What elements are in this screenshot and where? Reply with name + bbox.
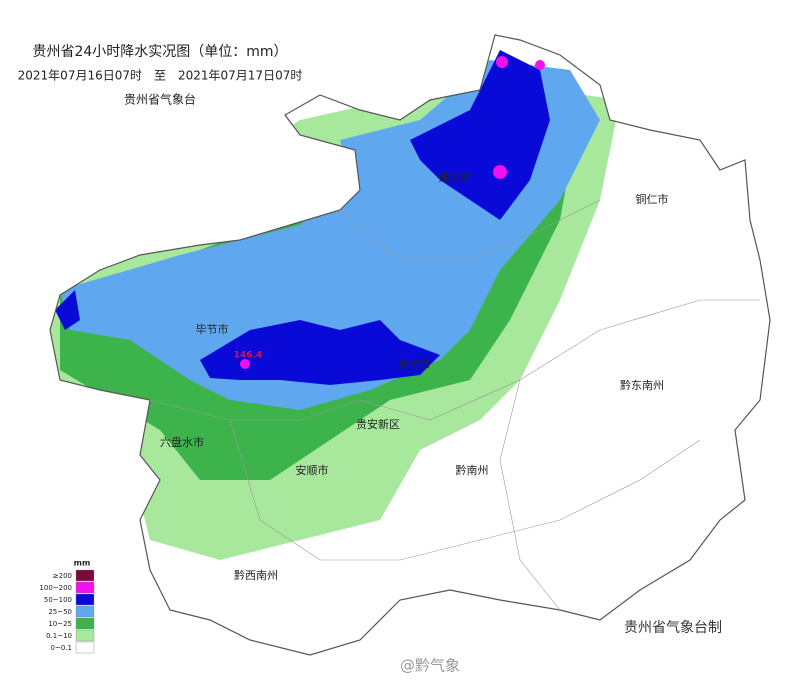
rain-zone xyxy=(240,359,250,369)
legend-swatch xyxy=(75,569,95,582)
legend-label: 100~200 xyxy=(39,584,72,592)
city-label: 安顺市 xyxy=(296,463,329,477)
city-label: 贵阳市 xyxy=(398,357,431,371)
legend-swatch xyxy=(75,581,95,594)
legend-label: ≥200 xyxy=(53,572,72,580)
legend-swatch xyxy=(75,593,95,606)
legend-swatch xyxy=(75,629,95,642)
title: 贵州省24小时降水实况图（单位：mm） xyxy=(32,44,287,60)
city-label: 铜仁市 xyxy=(636,192,669,206)
max-rain-label: 146.4 xyxy=(234,351,262,361)
city-label: 黔东南州 xyxy=(620,378,664,392)
legend-swatch xyxy=(75,641,95,654)
city-label: 毕节市 xyxy=(196,322,229,336)
rain-zone xyxy=(496,56,508,68)
legend-label: 0~0.1 xyxy=(51,644,72,652)
rain-zone xyxy=(535,60,545,70)
city-label: 遵义市 xyxy=(439,170,472,184)
agency: 贵州省气象台 xyxy=(124,92,196,107)
legend-swatch xyxy=(75,617,95,630)
city-label: 六盘水市 xyxy=(160,435,204,449)
legend-label: 0.1~10 xyxy=(46,632,72,640)
legend-label: 10~25 xyxy=(48,620,72,628)
legend-label: 50~100 xyxy=(44,596,72,604)
legend-swatch xyxy=(75,605,95,618)
rain-zone xyxy=(200,320,440,385)
rain-zone xyxy=(493,165,507,179)
legend: mm ≥200 100~200 50~100 25~50 10~25 0.1~10 0~0.… xyxy=(39,559,95,654)
watermark: @黔气象 xyxy=(400,657,460,675)
rain-zone xyxy=(55,290,80,330)
city-borders xyxy=(149,199,760,611)
legend-label: 25~50 xyxy=(48,608,72,616)
city-label: 黔南州 xyxy=(456,463,489,477)
legend-unit: mm xyxy=(74,559,91,568)
period: 2021年07月16日07时 至 2021年07月17日07时 xyxy=(18,69,303,83)
city-label: 黔西南州 xyxy=(234,568,278,582)
city-label: 贵安新区 xyxy=(356,417,400,431)
rain-zone xyxy=(410,50,550,220)
credit: 贵州省气象台制 xyxy=(624,620,722,636)
